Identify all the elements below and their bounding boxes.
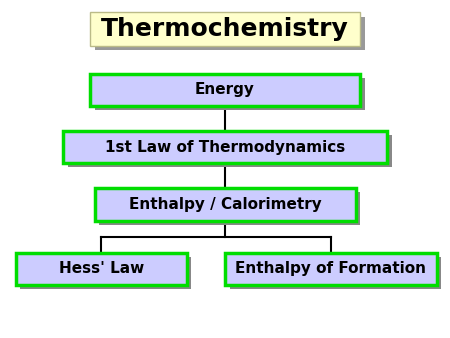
Text: Enthalpy of Formation: Enthalpy of Formation xyxy=(235,261,426,276)
FancyBboxPatch shape xyxy=(90,12,360,46)
Text: Energy: Energy xyxy=(195,82,255,97)
FancyBboxPatch shape xyxy=(68,135,392,167)
FancyBboxPatch shape xyxy=(94,78,365,110)
Text: Thermochemistry: Thermochemistry xyxy=(101,17,349,41)
FancyBboxPatch shape xyxy=(16,253,187,285)
FancyBboxPatch shape xyxy=(90,74,360,105)
Text: Hess' Law: Hess' Law xyxy=(58,261,144,276)
FancyBboxPatch shape xyxy=(225,253,436,285)
FancyBboxPatch shape xyxy=(20,257,191,289)
FancyBboxPatch shape xyxy=(63,131,387,163)
FancyBboxPatch shape xyxy=(99,193,360,224)
Text: Enthalpy / Calorimetry: Enthalpy / Calorimetry xyxy=(129,197,321,212)
FancyBboxPatch shape xyxy=(230,257,441,289)
FancyBboxPatch shape xyxy=(94,189,356,220)
FancyBboxPatch shape xyxy=(95,17,365,50)
Text: 1st Law of Thermodynamics: 1st Law of Thermodynamics xyxy=(105,140,345,154)
